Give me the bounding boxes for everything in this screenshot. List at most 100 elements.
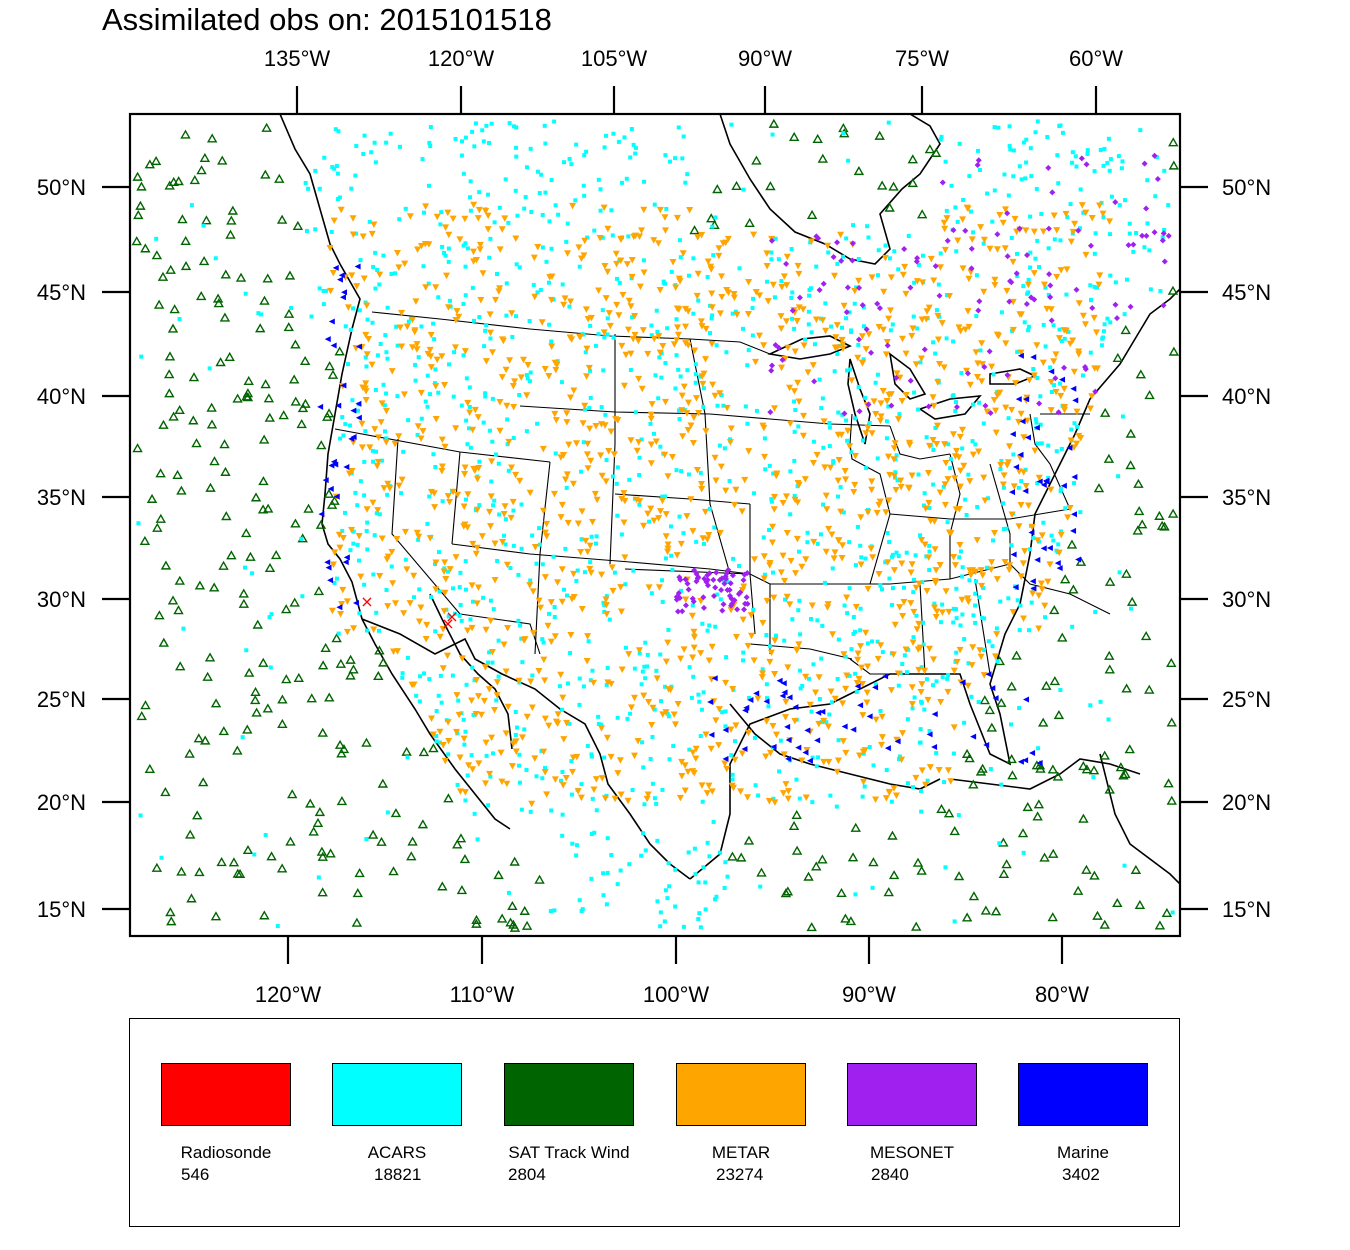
obs-marker-triangle-down [491, 540, 499, 547]
obs-marker-triangle-left [795, 744, 802, 751]
obs-marker-triangle-down [825, 758, 833, 766]
obs-marker-triangle-down [558, 598, 566, 606]
obs-marker-triangle-down [954, 237, 962, 244]
obs-marker-triangle-down [972, 349, 980, 356]
obs-marker-triangle-down [809, 362, 817, 369]
obs-marker-square-dot [527, 379, 532, 384]
obs-marker-triangle-up [377, 778, 389, 788]
obs-marker-triangle-down [638, 385, 646, 393]
obs-marker-triangle-up [791, 809, 802, 820]
obs-marker-square-dot [910, 706, 915, 711]
obs-marker-square-dot [353, 490, 358, 495]
obs-marker-triangle-down [902, 290, 910, 298]
obs-marker-square-dot [511, 124, 516, 129]
obs-marker-triangle-down [993, 631, 1001, 638]
obs-marker-diamond [1087, 242, 1094, 249]
obs-marker-triangle-down [634, 737, 642, 745]
obs-marker-square-dot [998, 466, 1003, 471]
obs-marker-triangle-down [898, 560, 906, 568]
obs-marker-triangle-up [165, 264, 176, 274]
obs-marker-diamond [876, 305, 883, 312]
obs-marker-triangle-down [694, 234, 702, 241]
obs-marker-square-dot [427, 494, 432, 499]
obs-marker-triangle-down [708, 340, 716, 348]
obs-marker-triangle-down [1020, 434, 1028, 441]
obs-marker-square-dot [569, 792, 574, 797]
obs-marker-square-dot [955, 219, 960, 224]
obs-marker-triangle-down [820, 758, 828, 766]
obs-marker-square-dot [1072, 421, 1077, 426]
obs-marker-diamond [1049, 189, 1056, 196]
obs-marker-triangle-up [1124, 744, 1135, 754]
obs-marker-triangle-down [932, 614, 940, 621]
obs-marker-square-dot [565, 221, 570, 226]
obs-marker-triangle-up [998, 837, 1009, 847]
obs-marker-square-dot [244, 648, 249, 653]
obs-marker-triangle-down [900, 599, 908, 606]
obs-marker-triangle-up [176, 866, 187, 876]
obs-marker-square-dot [724, 350, 729, 355]
obs-marker-diamond [976, 298, 983, 305]
obs-marker-square-dot [1009, 543, 1014, 548]
obs-marker-square-dot [676, 125, 681, 130]
obs-marker-diamond [968, 245, 975, 252]
obs-marker-triangle-down [639, 327, 647, 334]
obs-marker-triangle-down [941, 441, 949, 448]
obs-marker-triangle-up [228, 857, 240, 867]
obs-marker-triangle-up [242, 844, 254, 855]
obs-marker-triangle-down [366, 444, 374, 451]
obs-marker-square-dot [727, 478, 732, 483]
obs-marker-square-dot [612, 570, 617, 575]
obs-marker-square-dot [1038, 422, 1043, 427]
obs-marker-diamond [888, 402, 895, 409]
obs-marker-triangle-up [316, 846, 328, 856]
obs-marker-triangle-down [326, 244, 334, 252]
obs-marker-triangle-down [400, 610, 408, 617]
obs-marker-triangle-down [690, 769, 698, 777]
obs-marker-square-dot [541, 640, 546, 645]
obs-marker-triangle-down [531, 544, 539, 551]
obs-marker-square-dot [769, 497, 774, 502]
obs-marker-triangle-down [988, 363, 996, 371]
obs-marker-square-dot [374, 610, 379, 615]
obs-marker-triangle-down [882, 795, 890, 802]
obs-marker-triangle-down [739, 616, 747, 624]
obs-marker-triangle-down [804, 369, 812, 376]
obs-marker-square-dot [493, 452, 498, 457]
obs-marker-triangle-down [677, 540, 685, 548]
obs-marker-triangle-down [693, 292, 701, 300]
obs-marker-square-dot [1002, 172, 1007, 177]
obs-marker-triangle-up [374, 645, 385, 655]
obs-marker-triangle-down [597, 452, 605, 459]
obs-marker-triangle-up [258, 434, 270, 444]
obs-marker-square-dot [763, 467, 768, 472]
obs-marker-triangle-down [591, 490, 599, 498]
obs-marker-x-mark: × [441, 614, 454, 633]
obs-marker-square-dot [382, 403, 387, 408]
obs-marker-square-dot [973, 591, 978, 596]
obs-marker-triangle-left [814, 737, 821, 744]
obs-marker-square-dot [617, 280, 622, 285]
obs-marker-triangle-down [991, 530, 999, 537]
obs-marker-triangle-down [443, 652, 451, 660]
obs-marker-triangle-down [934, 336, 942, 343]
obs-marker-square-dot [842, 603, 847, 608]
obs-marker-triangle-up [853, 165, 865, 176]
obs-marker-square-dot [596, 714, 601, 719]
obs-marker-triangle-down [947, 778, 955, 785]
obs-marker-triangle-down [425, 241, 433, 248]
obs-marker-square-dot [663, 888, 668, 893]
obs-marker-triangle-down [1009, 298, 1017, 306]
obs-marker-triangle-down [478, 533, 486, 540]
obs-marker-diamond [841, 410, 848, 417]
obs-marker-square-dot [594, 541, 599, 546]
obs-marker-triangle-down [898, 756, 906, 764]
obs-marker-triangle-up [277, 718, 288, 729]
obs-marker-triangle-down [981, 497, 989, 505]
obs-marker-square-dot [915, 326, 920, 331]
obs-marker-square-dot [1102, 322, 1107, 327]
obs-marker-square-dot [816, 755, 821, 760]
obs-marker-triangle-up [1037, 717, 1049, 727]
obs-marker-square-dot [614, 276, 619, 281]
obs-marker-square-dot [497, 512, 502, 517]
